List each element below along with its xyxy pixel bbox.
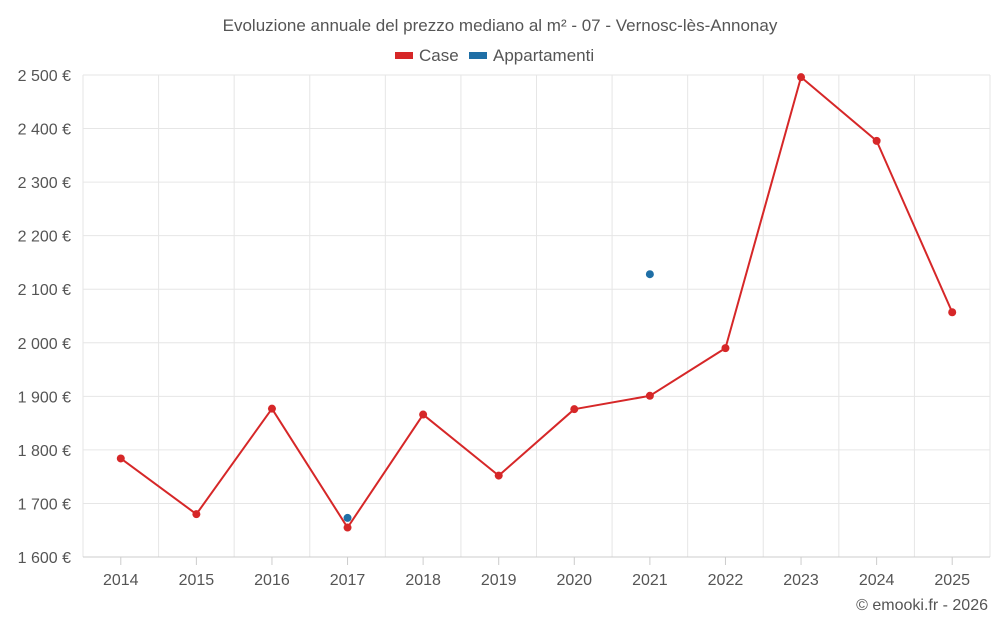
legend-item-appartamenti[interactable]: Appartamenti <box>469 46 594 65</box>
y-tick-label: 2 300 € <box>18 175 71 192</box>
y-tick-label: 2 200 € <box>18 229 71 246</box>
y-tick-label: 2 500 € <box>18 68 71 85</box>
series-line-case <box>120 76 954 529</box>
legend-item-case[interactable]: Case <box>395 46 459 65</box>
legend: Case Appartamenti <box>395 46 594 65</box>
y-tick-label: 2 400 € <box>18 122 71 139</box>
y-tick-label: 1 900 € <box>18 389 71 406</box>
x-tick-label: 2017 <box>330 572 366 589</box>
y-tick-label: 1 600 € <box>18 550 71 567</box>
data-point-case-2025[interactable] <box>948 308 957 317</box>
data-point-case-2020[interactable] <box>570 405 579 414</box>
data-point-case-2023[interactable] <box>797 73 806 82</box>
y-tick-label: 2 000 € <box>18 336 71 353</box>
y-tick-label: 1 700 € <box>18 496 71 513</box>
y-tick-label: 2 100 € <box>18 282 71 299</box>
y-axis: 1 600 € 1 700 € 1 800 € 1 900 € 2 000 € 2 100… <box>18 68 71 567</box>
legend-swatch-case <box>395 52 413 59</box>
data-point-case-2014[interactable] <box>116 454 125 463</box>
x-tick-label: 2024 <box>859 572 895 589</box>
x-tick-label: 2023 <box>783 572 819 589</box>
data-point-case-2016[interactable] <box>267 404 276 413</box>
x-tick-label: 2025 <box>934 572 970 589</box>
data-point-case-2017[interactable] <box>343 523 352 532</box>
x-tick-label: 2018 <box>405 572 441 589</box>
data-point-case-2019[interactable] <box>494 471 503 480</box>
gridlines <box>82 74 991 558</box>
x-tick-label: 2016 <box>254 572 290 589</box>
x-tick-label: 2022 <box>708 572 744 589</box>
x-tick-label: 2021 <box>632 572 668 589</box>
x-axis: 2014 2015 2016 2017 2018 2019 2020 2021 2022 2023… <box>83 556 990 589</box>
chart-title: Evoluzione annuale del prezzo mediano al… <box>223 16 778 35</box>
data-point-case-2024[interactable] <box>872 136 881 145</box>
x-tick-label: 2015 <box>179 572 215 589</box>
credit-text: © emooki.fr - 2026 <box>856 597 988 614</box>
x-tick-label: 2020 <box>556 572 592 589</box>
data-point-case-2015[interactable] <box>192 510 201 519</box>
legend-label-appartamenti: Appartamenti <box>493 46 594 65</box>
series-layer <box>116 73 957 532</box>
data-point-case-2022[interactable] <box>721 344 730 353</box>
y-tick-label: 1 800 € <box>18 443 71 460</box>
data-point-case-2021[interactable] <box>645 391 654 400</box>
data-point-case-2018[interactable] <box>419 410 428 419</box>
data-point-appartamenti-2017[interactable] <box>343 513 352 522</box>
x-tick-label: 2014 <box>103 572 139 589</box>
legend-label-case: Case <box>419 46 459 65</box>
data-point-appartamenti-2021[interactable] <box>645 270 654 279</box>
x-tick-label: 2019 <box>481 572 517 589</box>
legend-swatch-appartamenti <box>469 52 487 59</box>
